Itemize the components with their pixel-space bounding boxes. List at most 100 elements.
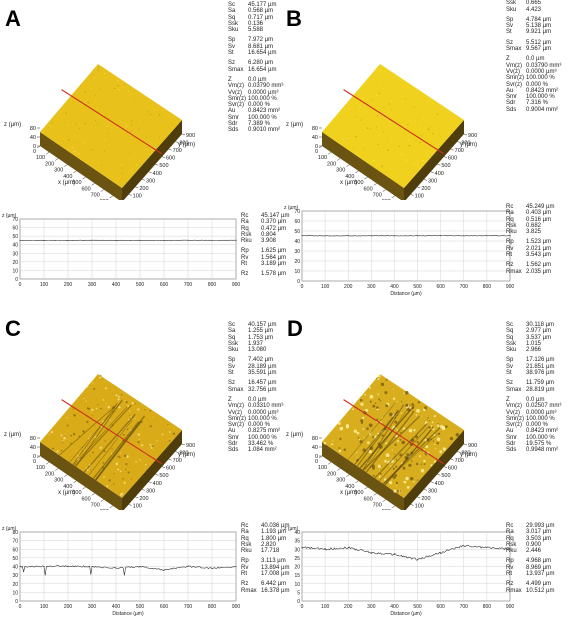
surface-texture-spot xyxy=(408,145,411,147)
surface-texture-spot xyxy=(356,456,358,458)
param-value: 2.035 µm xyxy=(526,268,552,275)
x-tick-label: 300 xyxy=(367,604,376,610)
surface-texture-spot xyxy=(420,468,425,473)
surface-groove xyxy=(382,426,441,485)
param-row: Rz 1.578 µm xyxy=(241,271,301,277)
param-key: Rq xyxy=(241,535,249,542)
x-axis-tick xyxy=(36,145,41,149)
param-key: Sz xyxy=(228,60,236,67)
x-axis-tick-label: 600 xyxy=(363,186,372,192)
surface-texture-spot xyxy=(104,138,106,140)
x-axis-tick xyxy=(82,486,86,490)
surface-texture-spot xyxy=(380,166,382,168)
surface-texture-spot xyxy=(130,130,132,132)
param-row: Sq 3.537 µm xyxy=(506,335,566,341)
param-key: Smax xyxy=(506,46,522,53)
x-axis-tick-label: 600 xyxy=(363,496,372,502)
param-row: Sv 5.138 µm xyxy=(506,23,566,29)
x-axis-tick-label: 100 xyxy=(36,155,45,161)
param-key: Vv(z) xyxy=(506,68,520,75)
surface-texture-spot xyxy=(415,462,419,466)
profile-point xyxy=(463,545,465,547)
surface-texture-spot xyxy=(121,164,123,166)
profile-point xyxy=(115,239,117,241)
y-tick-label: 20 xyxy=(12,260,18,266)
surface-texture-spot xyxy=(407,139,410,141)
surface-texture-spot xyxy=(449,436,454,441)
surface-texture-spot xyxy=(88,437,90,440)
x-axis-tick-label: 100 xyxy=(318,155,327,161)
surface-texture-spot xyxy=(390,459,394,463)
param-key: Rp xyxy=(241,558,249,565)
param-key: Ssk xyxy=(228,20,239,27)
surface-texture-spot xyxy=(70,434,72,437)
surface-texture-spot xyxy=(120,395,122,397)
param-key: Rv xyxy=(241,564,249,571)
surface-texture-spot xyxy=(105,403,107,405)
x-axis-tick xyxy=(346,474,350,477)
surface-texture-spot xyxy=(436,442,439,445)
surface-texture-spot xyxy=(397,415,399,417)
y-axis-tick xyxy=(430,171,434,174)
surface-texture-spot xyxy=(137,408,140,411)
param-row: Rp 1.523 µm xyxy=(506,239,566,245)
surface-texture-spot xyxy=(139,120,141,122)
surface-texture-spot xyxy=(149,425,152,428)
y-axis-tick xyxy=(181,133,186,136)
param-row: Ssk 0.665 xyxy=(506,0,566,6)
surface-texture-spot xyxy=(91,149,93,151)
param-row: Sp 7.402 µm xyxy=(228,357,288,363)
param-key: Vm(z) xyxy=(228,403,244,410)
x-tick-label: 400 xyxy=(390,284,399,290)
param-value: 0.136 xyxy=(248,20,264,27)
surface-texture-spot xyxy=(407,408,411,412)
surface-texture-spot xyxy=(357,437,360,439)
surface-groove xyxy=(69,400,123,463)
panel-label-a: A xyxy=(5,6,21,31)
surface-texture-spot xyxy=(377,378,380,381)
surface-texture-spot xyxy=(110,169,112,171)
surface-texture-spot xyxy=(89,455,91,457)
surface-texture-spot xyxy=(360,119,362,121)
surface-right-side xyxy=(404,120,464,200)
y-tick-label: 30 xyxy=(294,547,300,553)
z-axis-tick-label: 80 xyxy=(30,126,36,132)
param-row: Sp 4.784 µm xyxy=(506,17,566,23)
x-tick-label: 600 xyxy=(160,282,169,288)
param-value: 16.457 µm xyxy=(248,380,277,387)
surface-texture-spot xyxy=(80,85,82,87)
surface-texture-spot xyxy=(124,400,126,402)
x-axis-tick-label: 200 xyxy=(45,471,54,477)
x-axis-tick-label: 700 xyxy=(373,503,382,509)
y-tick-label: 35 xyxy=(294,539,300,545)
surface-texture-spot xyxy=(146,136,148,138)
profile-point xyxy=(347,547,349,549)
z-axis-label: z (µm) xyxy=(4,432,21,438)
surface-texture-spot xyxy=(402,427,406,430)
param-key: Sp xyxy=(228,357,236,364)
param-row: Rv 1.564 µm xyxy=(241,255,301,261)
surface-texture-spot xyxy=(56,450,59,453)
surface-texture-spot xyxy=(70,442,72,445)
surface-texture-spot xyxy=(167,423,169,426)
surface-texture-spot xyxy=(98,417,100,419)
surface-texture-spot xyxy=(380,430,383,434)
param-value: 2.966 xyxy=(526,347,542,354)
surface-texture-spot xyxy=(380,465,382,467)
param-value: 1.753 µm xyxy=(248,334,274,341)
surface-texture-spot xyxy=(413,164,415,166)
x-axis-tick-label: 0 xyxy=(315,459,318,465)
param-key: Rmax xyxy=(506,268,522,275)
x-axis-label: x (µm) xyxy=(58,180,75,186)
param-key: Rt xyxy=(241,261,247,268)
surface-texture-spot xyxy=(368,433,372,436)
param-row: Sdr 33.462 % xyxy=(228,441,288,447)
param-row: St 16.654 µm xyxy=(228,50,288,56)
y-axis-tick-label: 300 xyxy=(146,178,155,184)
surface-texture-spot xyxy=(369,446,374,450)
y-axis-tick-label: 200 xyxy=(139,186,148,192)
y-axis-tick-label: 600 xyxy=(166,156,175,162)
param-row: Sa 1.255 µm xyxy=(228,328,288,334)
y-axis-tick xyxy=(450,148,454,151)
x-tick-label: 700 xyxy=(460,604,469,610)
